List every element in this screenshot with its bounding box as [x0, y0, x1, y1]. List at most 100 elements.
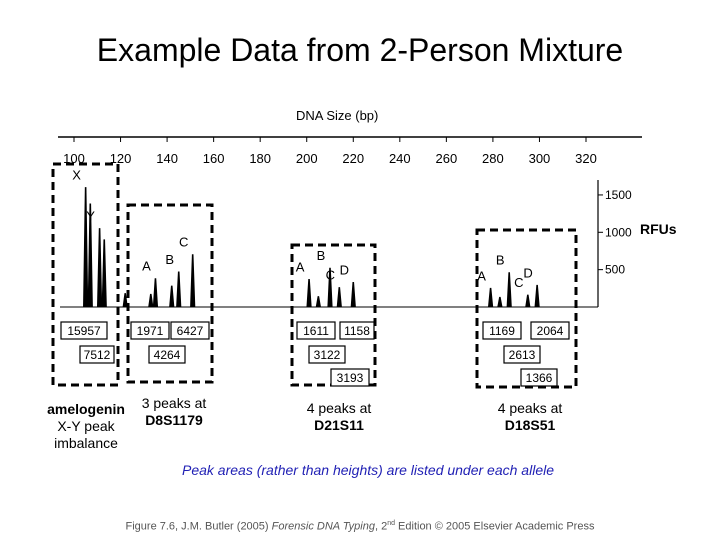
area-box-d8-a: 1971 — [130, 321, 170, 340]
locus-box-d21s11 — [290, 243, 377, 387]
peak-mark — [487, 287, 494, 308]
area-box-frame — [130, 321, 170, 340]
x-tick-label: 160 — [203, 151, 225, 166]
peak-mark — [87, 203, 93, 308]
peak-mark — [152, 278, 159, 308]
peak-mark — [97, 228, 103, 308]
area-box-value: 6427 — [177, 324, 204, 338]
peak-mark — [83, 187, 89, 308]
peak-mark — [525, 294, 531, 308]
area-box-x: 15957 — [60, 321, 108, 340]
area-box-frame — [330, 368, 370, 387]
peak-mark — [327, 267, 333, 308]
area-box-d21-d: 3193 — [330, 368, 370, 387]
peak-label: A — [296, 259, 305, 274]
y-tick-label: 1000 — [605, 225, 632, 239]
area-box-value: 7512 — [84, 348, 111, 362]
area-box-value: 4264 — [154, 348, 181, 362]
area-box-frame — [60, 321, 108, 340]
x-tick-label: 180 — [249, 151, 271, 166]
amelogenin-label-line1: amelogenin — [47, 401, 125, 417]
locus-box-d8s1179 — [126, 203, 214, 384]
d8-label-line2: D8S1179 — [145, 412, 203, 428]
caption-mid: , 2 — [374, 520, 388, 533]
amelogenin-label-line3: imbalance — [54, 435, 118, 451]
area-box-frame — [503, 345, 541, 364]
x-tick-label: 140 — [156, 151, 178, 166]
area-box-d18-b: 2613 — [503, 345, 541, 364]
area-box-value: 1366 — [526, 371, 553, 385]
x-tick-label: 100 — [63, 151, 85, 166]
area-box-frame — [530, 321, 570, 340]
y-tick-label: 500 — [605, 263, 625, 277]
d18-label-line1: 4 peaks at — [497, 400, 563, 416]
caption-sup: nd — [387, 520, 395, 527]
peak-mark — [336, 287, 342, 308]
area-box-d21-b: 3122 — [308, 345, 346, 364]
caption-book: Forensic DNA Typing — [271, 520, 375, 533]
area-box-layer: 15957 7512 1971 6427 4264 1611 1158 3122 3193 116… — [60, 321, 570, 387]
peak-label: A — [142, 259, 151, 274]
d21-label: 4 peaks at D21S11 — [290, 400, 388, 434]
area-box-frame — [79, 345, 115, 364]
caption-suffix: Edition © 2005 Elsevier Academic Press — [394, 520, 595, 533]
area-box-value: 2064 — [537, 324, 564, 338]
x-axis-label: DNA Size (bp) — [296, 108, 379, 123]
d18-label: 4 peaks at D18S51 — [480, 400, 580, 434]
area-box-d18-c: 1366 — [520, 368, 558, 387]
trace-layer — [60, 187, 598, 308]
area-box-frame — [148, 345, 186, 364]
locus-box-d18s51 — [475, 228, 578, 389]
x-tick-label: 300 — [529, 151, 551, 166]
x-tick-label: 220 — [342, 151, 364, 166]
x-tick-label: 260 — [436, 151, 458, 166]
area-box-frame — [170, 321, 210, 340]
area-box-frame — [339, 321, 375, 340]
axis-layer: 100 120 140 160 180 200 220 240 260 280 300 320 500 1… — [58, 136, 642, 307]
peak-label: A — [477, 268, 486, 283]
peak-mark — [190, 254, 196, 308]
locus-box-amelogenin — [51, 162, 120, 387]
peak-label: B — [165, 252, 174, 267]
area-box-frame — [482, 321, 522, 340]
peak-mark — [176, 271, 182, 308]
d8-label: 3 peaks at D8S1179 — [128, 395, 220, 429]
peak-label: X — [72, 167, 81, 182]
d18-label-line2: D18S51 — [504, 417, 556, 433]
y-axis-label: RFUs — [640, 221, 677, 237]
area-box-d18-a: 1169 — [482, 321, 522, 340]
area-box-value: 3122 — [314, 348, 341, 362]
area-box-d8-b: 4264 — [148, 345, 186, 364]
area-box-y: 7512 — [79, 345, 115, 364]
d21-label-line2: D21S11 — [314, 417, 364, 433]
area-box-d21-c: 1158 — [339, 321, 375, 340]
peak-mark — [101, 239, 107, 308]
figure-caption: Figure 7.6, J.M. Butler (2005) Forensic … — [0, 520, 720, 533]
area-box-value: 1611 — [303, 324, 329, 338]
peak-label: D — [523, 265, 532, 280]
peak-mark — [169, 285, 175, 308]
area-box-value: 3193 — [337, 371, 364, 385]
peak-label: B — [496, 253, 505, 268]
area-box-frame — [520, 368, 558, 387]
peak-mark — [497, 296, 503, 308]
x-tick-label: 120 — [110, 151, 132, 166]
x-tick-label: 200 — [296, 151, 318, 166]
peak-mark — [534, 284, 540, 308]
area-box-value: 2613 — [509, 348, 536, 362]
x-tick-label: 320 — [575, 151, 597, 166]
area-box-value: 15957 — [67, 324, 101, 338]
peak-mark — [306, 278, 312, 308]
slide-title: Example Data from 2-Person Mixture — [96, 32, 624, 68]
peak-label: B — [317, 248, 326, 263]
peak-mark — [315, 296, 321, 308]
area-box-d21-a: 1611 — [296, 321, 336, 340]
peak-label: C — [514, 275, 523, 290]
peak-mark — [350, 281, 356, 308]
y-tick-label: 1500 — [605, 188, 632, 202]
peak-label: C — [326, 268, 335, 283]
area-box-frame — [308, 345, 346, 364]
area-box-value: 1971 — [137, 324, 164, 338]
x-tick-label: 240 — [389, 151, 411, 166]
